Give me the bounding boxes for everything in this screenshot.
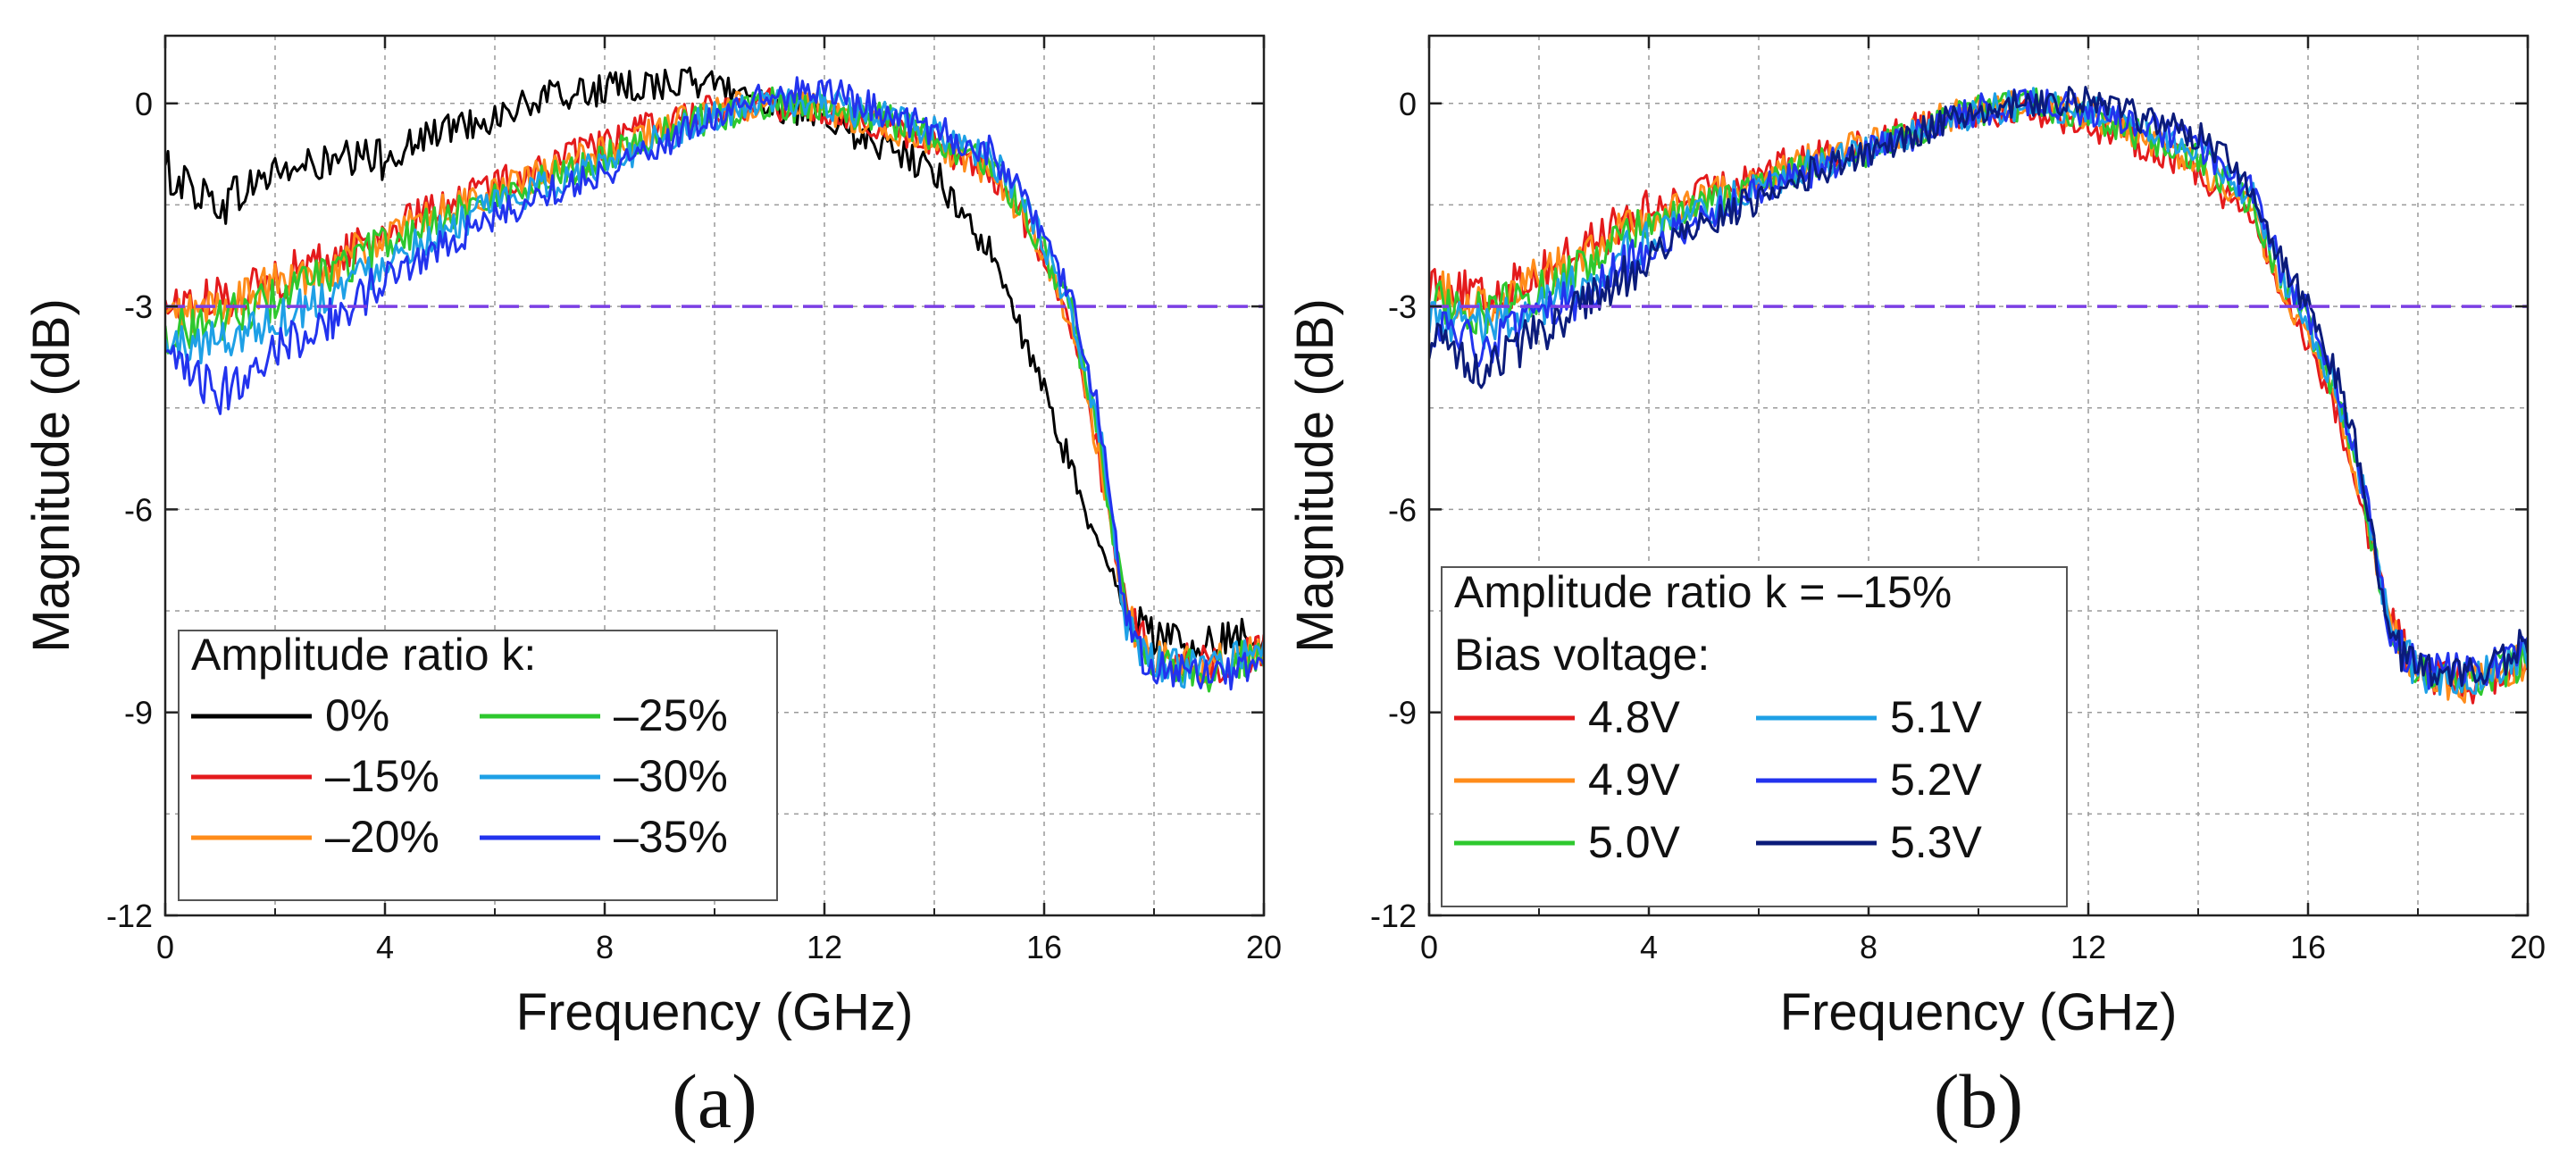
y-axis-label: Magnitude (dB) [1286, 298, 1344, 653]
legend-label: 4.8V [1588, 692, 1681, 742]
y-tick-label: -3 [1388, 288, 1417, 325]
x-tick-label: 8 [1860, 929, 1878, 965]
series-line-3 [165, 88, 1264, 686]
x-axis-label: Frequency (GHz) [516, 983, 914, 1041]
legend-title: Amplitude ratio k: [191, 630, 536, 680]
series-group [165, 66, 1264, 693]
series-line-1 [165, 66, 1264, 663]
series-group [1429, 86, 2528, 705]
x-tick-label: 16 [1026, 929, 1062, 965]
legend-label: 5.2V [1890, 755, 1983, 805]
legend-label: –35% [614, 812, 728, 862]
legend-label: –20% [325, 812, 439, 862]
y-tick-label: 0 [135, 86, 153, 122]
x-tick-label: 4 [1640, 929, 1658, 965]
legend-label: 4.9V [1588, 755, 1681, 805]
legend-label: 0% [325, 690, 389, 740]
series-line-6 [165, 76, 1264, 691]
panel-caption: (b) [1934, 1058, 2023, 1144]
legend: Amplitude ratio k: 0% –15% –20% –25% –30% –35% [178, 630, 778, 901]
x-tick-label: 4 [376, 929, 394, 965]
y-tick-label: -9 [1388, 695, 1417, 731]
legend: Amplitude ratio k = –15% Bias voltage: 4.8… [1441, 566, 2068, 907]
y-axis-label: Magnitude (dB) [22, 298, 80, 653]
series-line-6 [1429, 86, 2528, 688]
y-tick-label: 0 [1399, 86, 1417, 122]
x-tick-label: 20 [1246, 929, 1282, 965]
panel-caption: (a) [672, 1058, 757, 1144]
series-line-2 [165, 87, 1264, 683]
y-tick-label: -6 [1388, 491, 1417, 528]
legend-title: Amplitude ratio k = –15% [1454, 567, 1952, 617]
y-tick-label: -3 [124, 288, 153, 325]
legend-label: –15% [325, 751, 439, 801]
x-axis-label: Frequency (GHz) [1780, 983, 2178, 1041]
left-panel: 0 4 8 12 16 20 -12 -9 -6 -3 0 Frequency (GHz) Magnit… [22, 34, 1282, 1144]
y-tick-label: -12 [1370, 898, 1417, 934]
legend-label: –30% [614, 751, 728, 801]
x-tick-label: 0 [1420, 929, 1438, 965]
x-tick-label: 0 [156, 929, 174, 965]
y-tick-label: -9 [124, 695, 153, 731]
legend-label: 5.1V [1890, 692, 1983, 742]
y-tick-label: -12 [106, 898, 153, 934]
x-tick-label: 16 [2290, 929, 2326, 965]
legend-label: 5.0V [1588, 817, 1681, 867]
legend-label: –25% [614, 690, 728, 740]
x-tick-label: 12 [807, 929, 842, 965]
x-tick-label: 12 [2070, 929, 2106, 965]
right-panel: 0 4 8 12 16 20 -12 -9 -6 -3 0 Frequency (GHz) Magnit… [1286, 34, 2546, 1144]
legend-box [178, 630, 778, 901]
legend-title: Bias voltage: [1454, 630, 1710, 680]
y-tick-label: -6 [124, 491, 153, 528]
x-tick-label: 8 [596, 929, 614, 965]
series-line-5 [165, 86, 1264, 689]
legend-label: 5.3V [1890, 817, 1983, 867]
legend-box [1441, 566, 2068, 907]
x-tick-label: 20 [2510, 929, 2546, 965]
